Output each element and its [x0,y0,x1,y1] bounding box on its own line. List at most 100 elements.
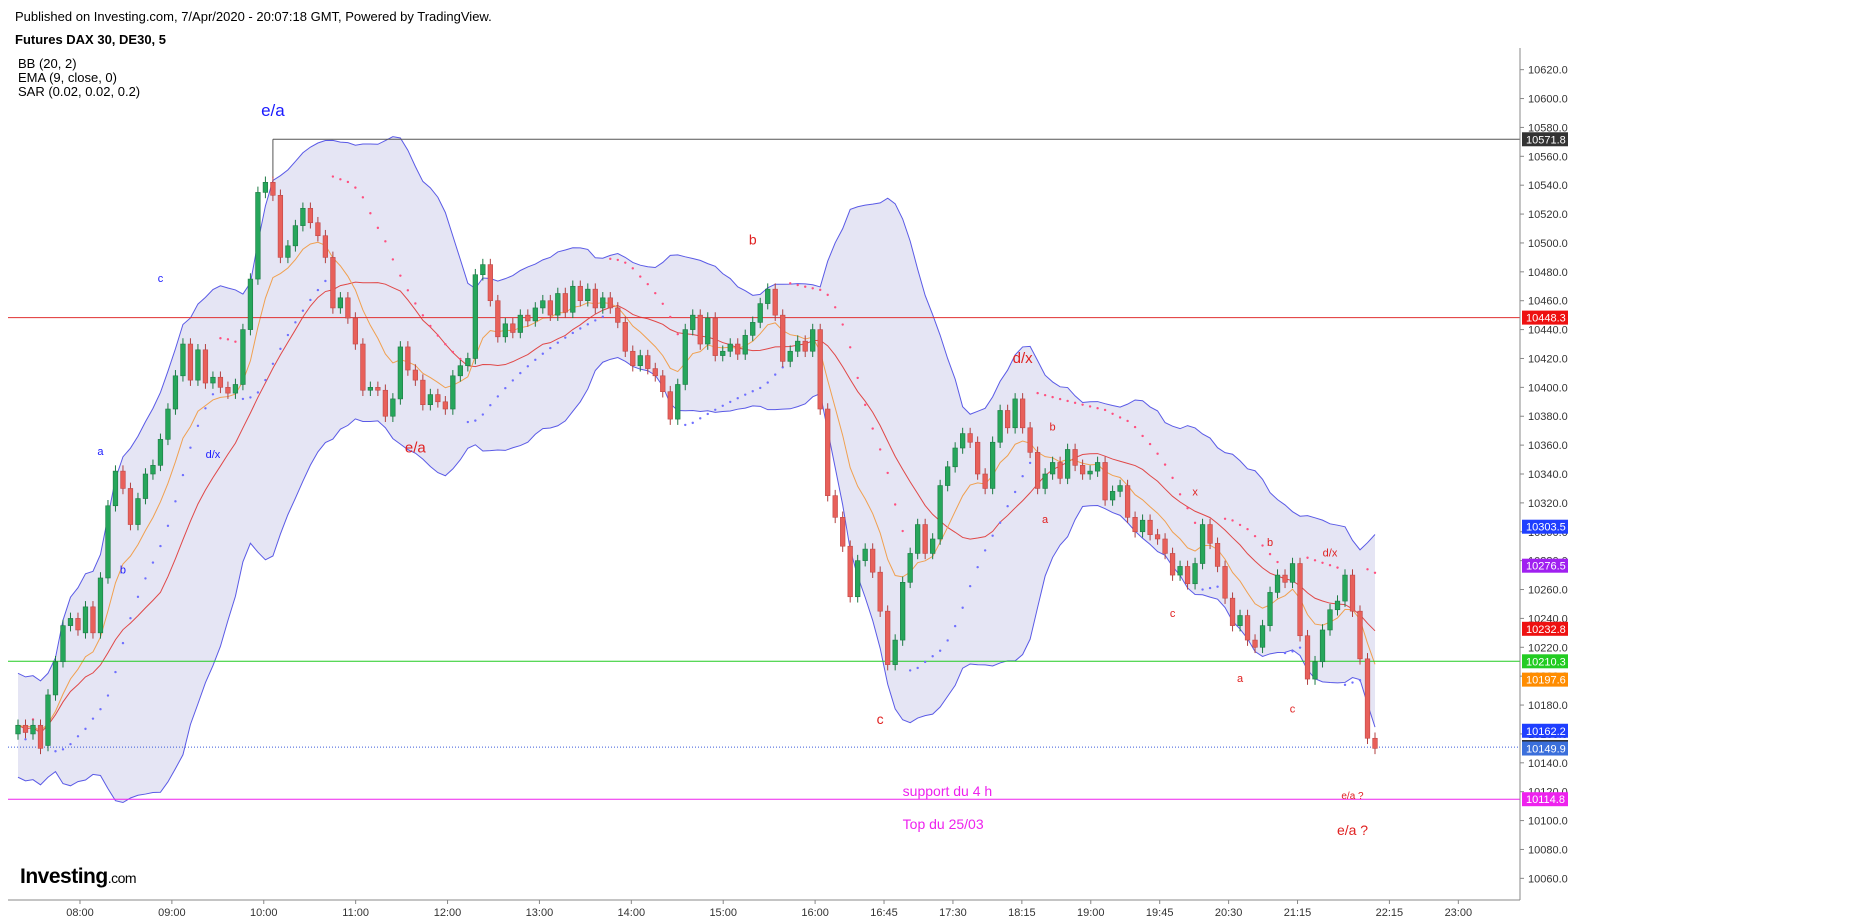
candle-body[interactable] [1319,629,1326,663]
candle-body[interactable] [330,257,336,309]
candle-body[interactable] [600,297,606,309]
candle-body[interactable] [1342,574,1348,602]
candle-body[interactable] [1267,592,1273,626]
candle-body[interactable] [1020,398,1026,429]
candle-body[interactable] [870,548,876,573]
candle-body[interactable] [45,694,51,746]
candle-body[interactable] [135,498,141,525]
candle-body[interactable] [532,307,538,322]
candle-body[interactable] [1229,597,1236,626]
candle-body[interactable] [195,349,201,381]
candle-body[interactable] [510,323,516,333]
candle-body[interactable] [630,350,636,366]
candle-body[interactable] [1139,519,1146,533]
candle-body[interactable] [292,225,299,247]
candle-body[interactable] [1274,574,1281,593]
candle-body[interactable] [1087,470,1093,475]
candle-body[interactable] [937,485,943,540]
candle-body[interactable] [262,181,269,193]
candle-body[interactable] [1027,427,1033,453]
candle-body[interactable] [382,389,388,417]
candle-body[interactable] [817,329,823,410]
candle-body[interactable] [420,379,426,405]
candle-body[interactable] [187,343,194,381]
candle-body[interactable] [667,391,673,420]
candle-body[interactable] [1252,639,1258,648]
candle-body[interactable] [757,303,763,323]
candle-body[interactable] [60,625,66,663]
candle-body[interactable] [772,288,778,316]
candle-body[interactable] [570,285,576,313]
candle-body[interactable] [1064,449,1071,479]
candle-body[interactable] [52,661,59,696]
candle-body[interactable] [855,560,861,598]
candle-body[interactable] [15,724,21,735]
candle-body[interactable] [90,606,96,634]
candle-body[interactable] [825,408,831,496]
candle-body[interactable] [112,470,119,507]
candle-body[interactable] [690,314,696,330]
candle-body[interactable] [150,465,156,475]
candle-body[interactable] [840,517,846,547]
candle-body[interactable] [367,387,373,391]
candle-body[interactable] [337,297,344,309]
candle-body[interactable] [1364,658,1371,739]
candle-body[interactable] [1289,563,1296,583]
candle-body[interactable] [75,618,81,631]
candle-body[interactable] [390,398,396,417]
candle-body[interactable] [495,300,501,338]
candle-body[interactable] [1154,534,1161,540]
candle-body[interactable] [480,264,486,276]
candle-body[interactable] [735,343,741,355]
candle-body[interactable] [277,194,284,258]
candle-body[interactable] [157,439,164,466]
candle-body[interactable] [780,314,786,362]
candle-body[interactable] [82,606,89,634]
candle-body[interactable] [960,433,966,449]
candle-body[interactable] [975,441,981,475]
candle-body[interactable] [412,369,418,381]
candle-body[interactable] [225,387,231,394]
candle-body[interactable] [562,293,568,313]
candle-body[interactable] [375,387,381,391]
candle-body[interactable] [300,207,306,226]
candle-body[interactable] [487,264,493,302]
candle-body[interactable] [1042,473,1048,489]
candle-body[interactable] [555,293,561,316]
candle-body[interactable] [1005,410,1011,429]
candle-body[interactable] [1094,462,1101,472]
candle-body[interactable] [885,610,891,665]
candle-body[interactable] [472,274,478,359]
candle-body[interactable] [172,375,179,410]
candle-body[interactable] [210,376,216,384]
candle-body[interactable] [255,192,261,280]
candle-body[interactable] [97,577,104,634]
candle-body[interactable] [1304,635,1311,680]
candle-body[interactable] [270,181,276,196]
candle-body[interactable] [465,358,471,366]
candle-body[interactable] [742,335,748,355]
candle-body[interactable] [232,384,239,394]
candle-body[interactable] [1192,563,1198,585]
candle-body[interactable] [450,375,456,410]
candle-body[interactable] [675,384,681,420]
candle-body[interactable] [832,495,838,518]
candle-body[interactable] [862,548,868,561]
candle-body[interactable] [1372,737,1378,749]
candle-body[interactable] [787,350,793,362]
candle-body[interactable] [322,235,329,258]
candle-body[interactable] [540,300,546,309]
candle-body[interactable] [1349,574,1356,612]
candle-body[interactable] [202,349,209,384]
candle-body[interactable] [285,245,291,258]
candle-body[interactable] [1102,462,1108,501]
candle-body[interactable] [1177,566,1183,576]
candle-body[interactable] [720,350,726,356]
candle-body[interactable] [435,394,441,403]
candle-body[interactable] [847,545,853,598]
candle-body[interactable] [180,343,186,377]
candle-body[interactable] [517,314,523,333]
candle-body[interactable] [1199,524,1206,564]
candle-body[interactable] [1109,491,1116,501]
